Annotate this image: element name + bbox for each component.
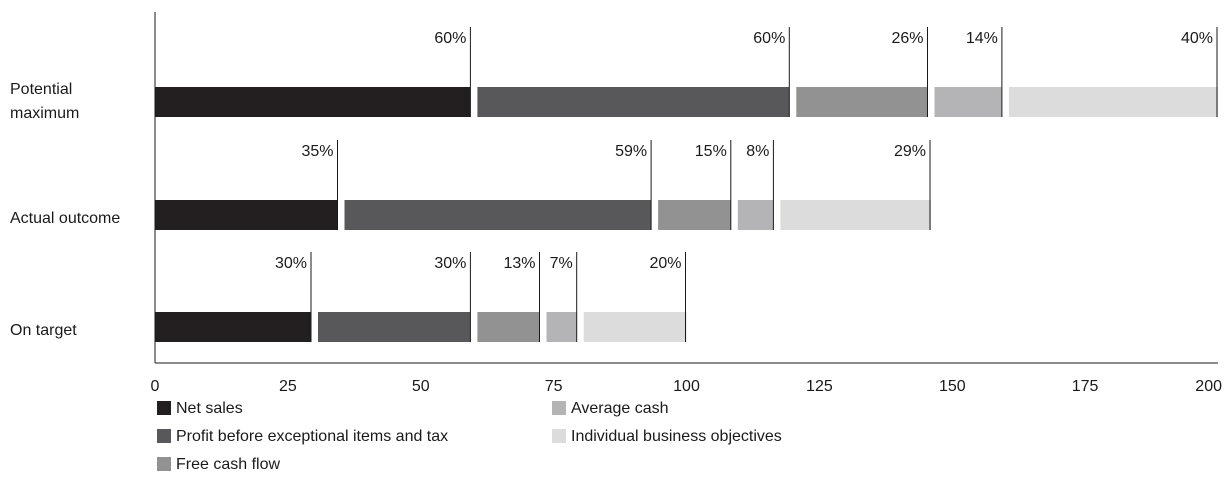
bar-on-target-profit-before-exceptional-items-and-tax	[318, 312, 471, 342]
value-label-potential-maximum-individual-business-objectives: 40%	[1181, 30, 1213, 47]
legend-swatch-profit-before-exceptional-items-and-tax	[157, 429, 171, 443]
x-tick-label: 125	[806, 378, 833, 395]
legend-swatch-individual-business-objectives	[552, 429, 566, 443]
category-label-potential-maximum: maximum	[10, 105, 79, 122]
bar-potential-maximum-average-cash	[934, 87, 1002, 117]
value-label-actual-outcome-average-cash: 8%	[746, 143, 769, 160]
legend-label-net-sales: Net sales	[176, 400, 243, 417]
value-label-potential-maximum-net-sales: 60%	[434, 30, 466, 47]
legend-swatch-net-sales	[157, 401, 171, 415]
value-label-potential-maximum-free-cash-flow: 26%	[891, 30, 923, 47]
bar-actual-outcome-average-cash	[737, 200, 774, 230]
bar-actual-outcome-profit-before-exceptional-items-and-tax	[344, 200, 652, 230]
x-tick-label: 100	[673, 378, 700, 395]
value-label-potential-maximum-average-cash: 14%	[966, 30, 998, 47]
category-label-actual-outcome: Actual outcome	[10, 210, 120, 227]
value-label-on-target-individual-business-objectives: 20%	[649, 255, 681, 272]
bar-actual-outcome-free-cash-flow	[658, 200, 731, 230]
category-label-potential-maximum: Potential	[10, 81, 72, 98]
bar-potential-maximum-individual-business-objectives	[1008, 87, 1218, 117]
bar-potential-maximum-profit-before-exceptional-items-and-tax	[477, 87, 790, 117]
value-label-actual-outcome-individual-business-objectives: 29%	[894, 143, 926, 160]
bars	[155, 87, 1218, 342]
x-tick-label: 50	[412, 378, 430, 395]
legend-label-profit-before-exceptional-items-and-tax: Profit before exceptional items and tax	[176, 428, 448, 445]
legend-label-free-cash-flow: Free cash flow	[176, 456, 280, 473]
legend-label-average-cash: Average cash	[571, 400, 669, 417]
value-label-on-target-free-cash-flow: 13%	[503, 255, 535, 272]
x-tick-label: 0	[151, 378, 160, 395]
legend: Net sales Profit before exceptional items…	[157, 400, 782, 473]
legend-swatch-free-cash-flow	[157, 457, 171, 471]
x-axis: 0 25 50 75 100 125 150 175 200	[151, 12, 1222, 395]
bar-actual-outcome-individual-business-objectives	[780, 200, 931, 230]
legend-swatch-average-cash	[552, 401, 566, 415]
bar-on-target-free-cash-flow	[477, 312, 540, 342]
legend-label-individual-business-objectives: Individual business objectives	[571, 428, 782, 445]
x-tick-label: 175	[1072, 378, 1099, 395]
value-label-actual-outcome-net-sales: 35%	[301, 143, 333, 160]
x-tick-label: 200	[1195, 378, 1222, 395]
bar-on-target-average-cash	[546, 312, 577, 342]
value-label-on-target-net-sales: 30%	[275, 255, 307, 272]
x-tick-label: 150	[939, 378, 966, 395]
bar-on-target-net-sales	[155, 312, 311, 342]
value-labels: 60% 60% 26% 14% 40% 35% 59% 15% 8% 29% 30% 30% 13% 7%…	[275, 27, 1218, 342]
category-labels: Potential maximum Actual outcome On target	[10, 81, 120, 339]
value-label-actual-outcome-profit-before-exceptional-items-and-tax: 59%	[615, 143, 647, 160]
bar-potential-maximum-free-cash-flow	[796, 87, 928, 117]
bar-on-target-individual-business-objectives	[583, 312, 687, 342]
bar-actual-outcome-net-sales	[155, 200, 338, 230]
x-tick-label: 75	[545, 378, 563, 395]
value-label-actual-outcome-free-cash-flow: 15%	[695, 143, 727, 160]
value-label-on-target-average-cash: 7%	[550, 255, 573, 272]
category-label-on-target: On target	[10, 322, 77, 339]
x-tick-label: 25	[279, 378, 297, 395]
value-label-potential-maximum-profit-before-exceptional-items-and-tax: 60%	[753, 30, 785, 47]
value-label-on-target-profit-before-exceptional-items-and-tax: 30%	[434, 255, 466, 272]
bar-potential-maximum-net-sales	[155, 87, 471, 117]
